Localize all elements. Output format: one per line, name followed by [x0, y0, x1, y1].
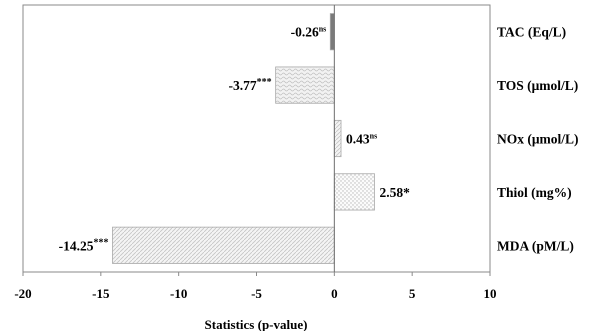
category-label-2: TOS (μmol/L) [497, 78, 578, 93]
x-tick-label-5: 0 [331, 286, 338, 301]
bar-1 [329, 13, 335, 51]
x-tick-label-4: -5 [251, 286, 262, 301]
x-tick-label-7: 10 [484, 286, 497, 301]
x-tick-label-2: -15 [92, 286, 110, 301]
category-label-5: MDA (pM/L) [497, 238, 574, 253]
data-label-2: -3.77*** [229, 77, 272, 93]
x-tick-label-6: 5 [409, 286, 416, 301]
bar-2 [275, 66, 335, 104]
data-label-1: -0.26ns [291, 25, 327, 40]
category-label-1: TAC (Eq/L) [497, 25, 566, 40]
data-label-5: -14.25*** [59, 237, 109, 253]
bar-4 [333, 173, 375, 211]
category-label-4: Thiol (mg%) [497, 185, 572, 200]
x-axis-title: Statistics (p-value) [205, 317, 308, 331]
bar-3 [333, 119, 342, 158]
x-tick-label-3: -10 [170, 286, 187, 301]
data-label-3: 0.43ns [346, 132, 377, 147]
data-label-4: 2.58* [379, 185, 410, 200]
bar-5 [112, 226, 335, 264]
x-tick-label-1: -20 [14, 286, 31, 301]
category-label-3: NOx (μmol/L) [497, 132, 579, 147]
